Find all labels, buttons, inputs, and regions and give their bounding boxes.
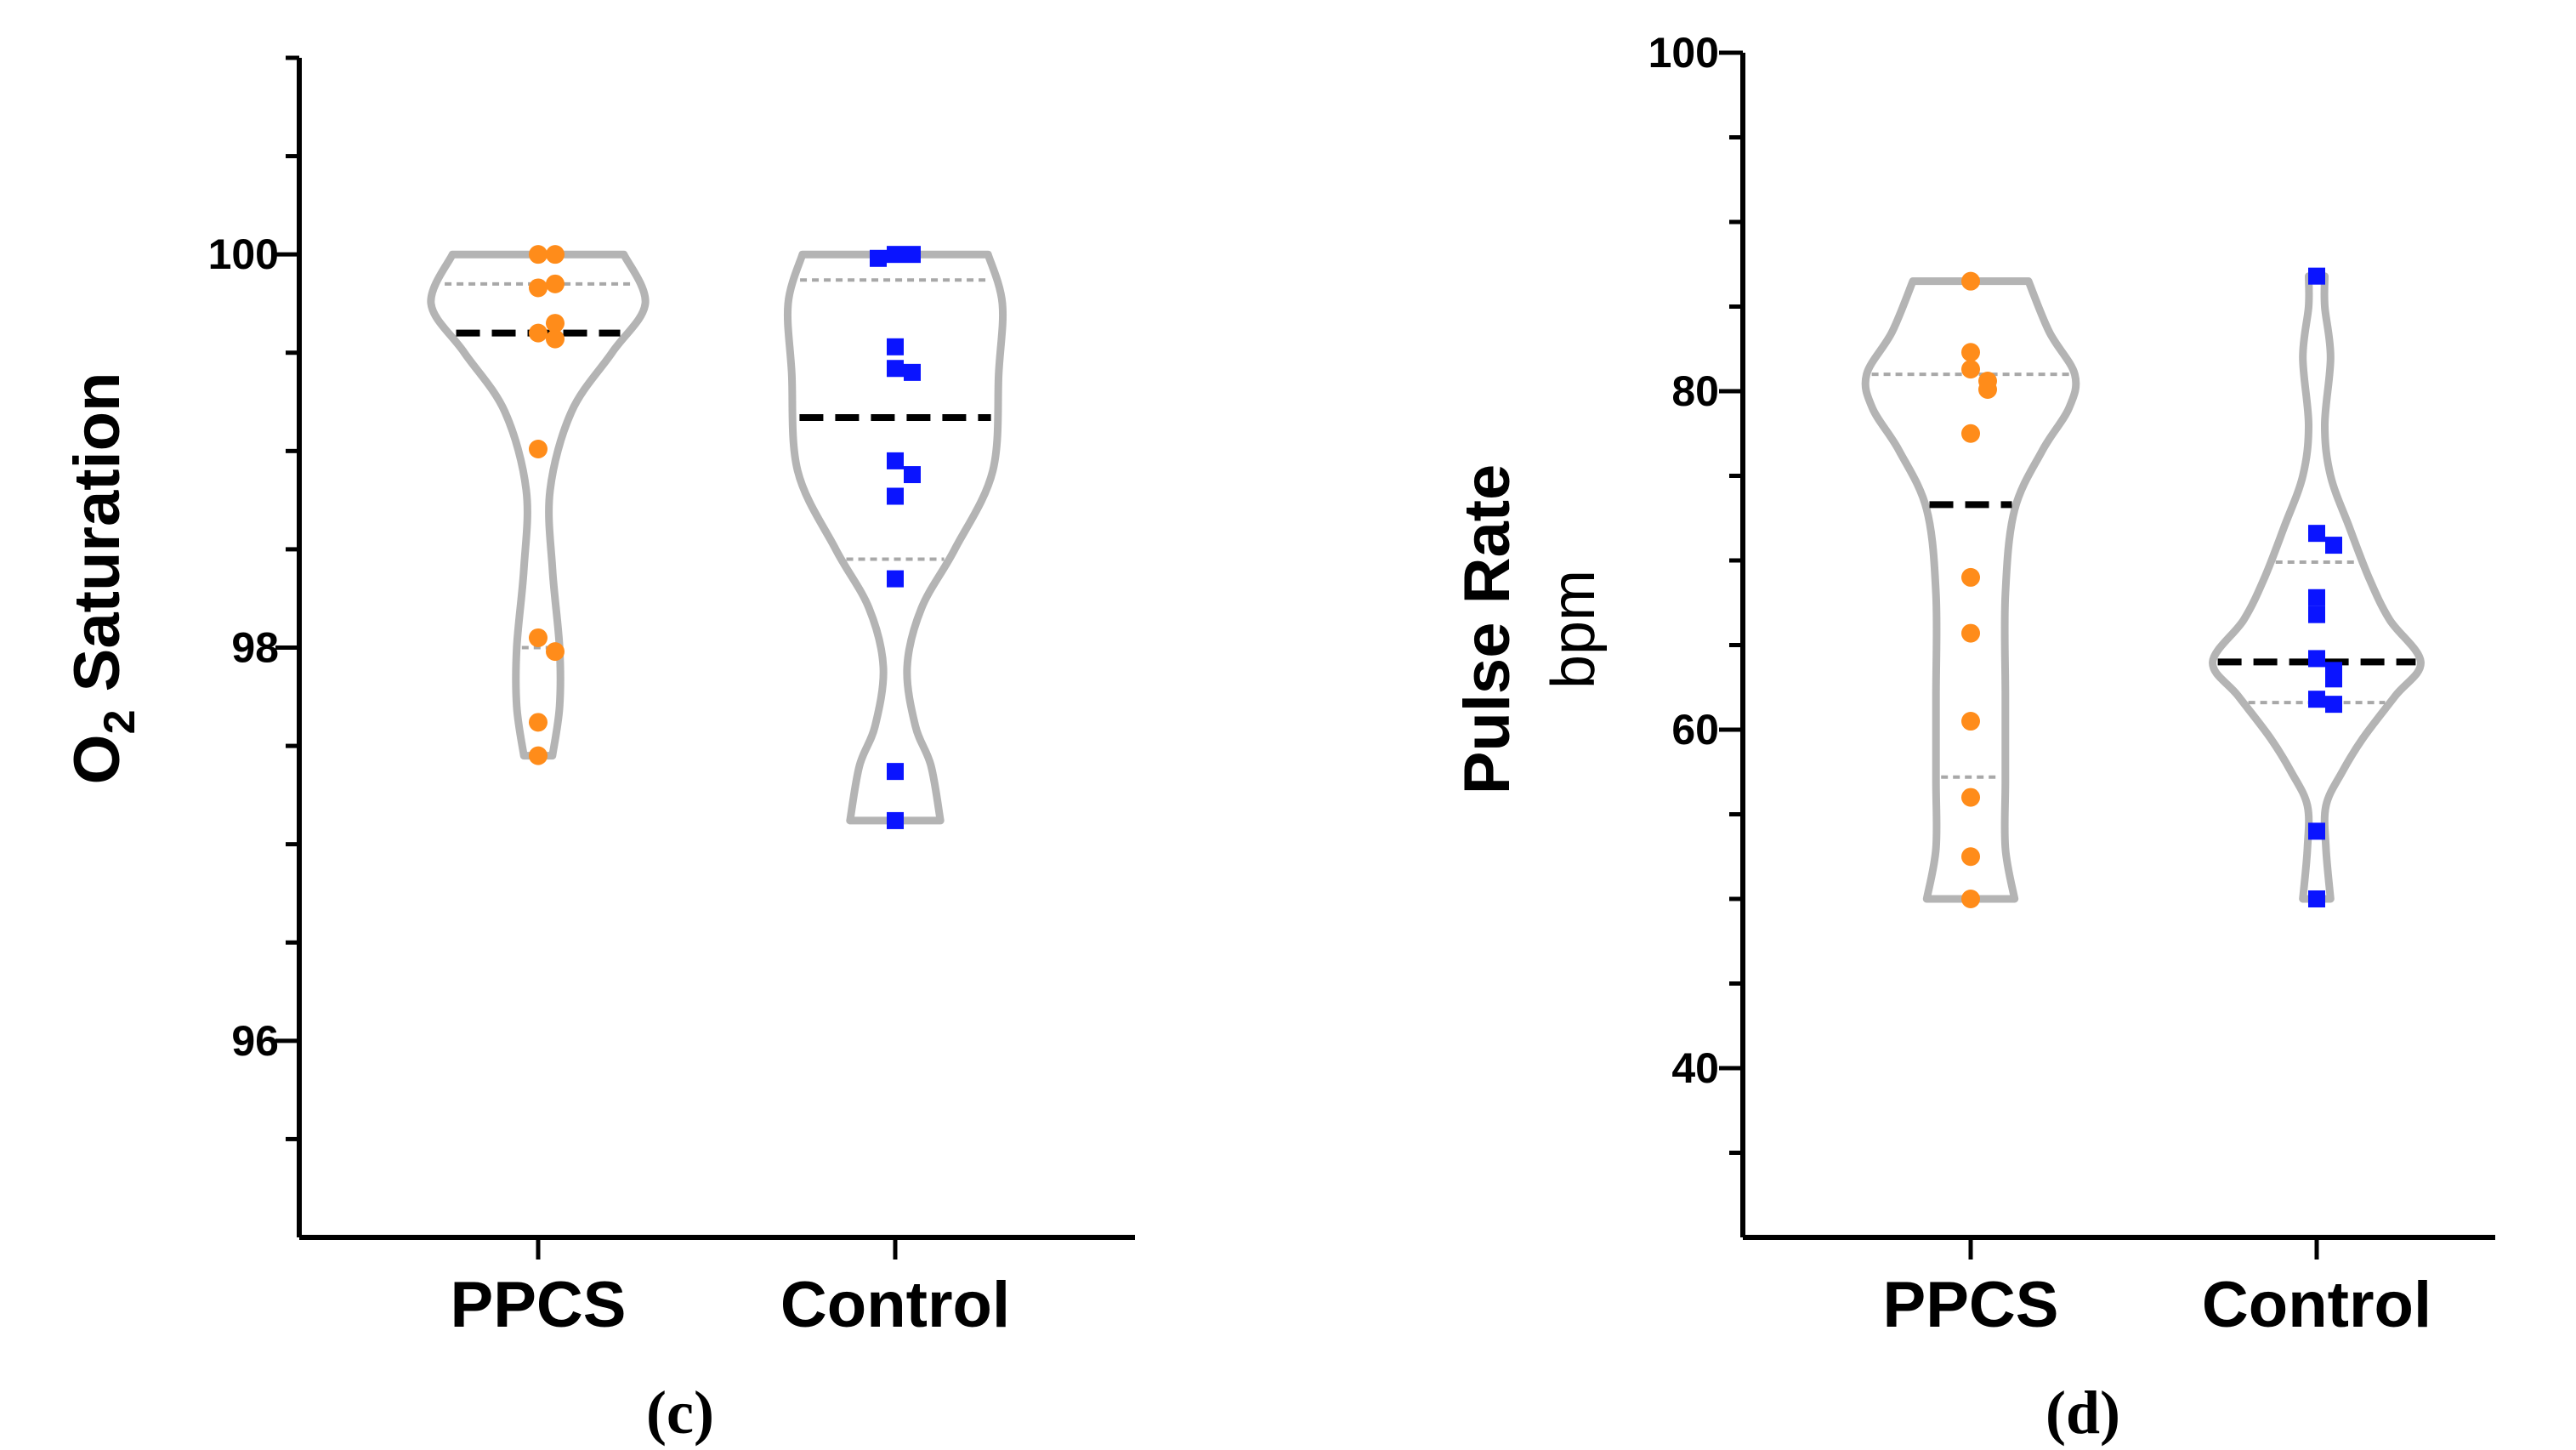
c-control-point xyxy=(887,570,904,588)
c-ppcs-point xyxy=(546,245,565,264)
c-x-category-labels: PPCS Control xyxy=(451,1237,1010,1341)
c-control-point xyxy=(887,360,904,378)
c-y-axis-ticks xyxy=(275,55,299,1141)
c-y-tick-label: 100 xyxy=(208,230,279,278)
d-ppcs-point xyxy=(1961,343,1980,362)
d-ppcs-point xyxy=(1961,360,1980,379)
c-control-point xyxy=(870,249,887,267)
d-violin-ppcs xyxy=(1861,277,2080,903)
c-x-label-control: Control xyxy=(780,1269,1010,1341)
c-ppcs-point xyxy=(546,274,565,293)
d-ppcs-point xyxy=(1961,890,1980,908)
c-ppcs-point xyxy=(529,628,548,647)
c-violin-control xyxy=(783,250,1007,825)
c-y-tick-label: 98 xyxy=(231,624,279,672)
d-violin-control xyxy=(2209,272,2425,903)
d-ppcs-point xyxy=(1961,847,1980,867)
c-control-point xyxy=(887,487,904,505)
c-ppcs-point xyxy=(529,440,548,459)
c-ppcs-point xyxy=(529,323,548,343)
d-ppcs-point xyxy=(1961,567,1980,587)
c-y-tick-labels: 96 98 100 xyxy=(208,230,279,1065)
d-control-point xyxy=(2308,890,2325,907)
c-x-label-ppcs: PPCS xyxy=(451,1269,627,1341)
d-control-point xyxy=(2308,691,2325,708)
d-y-tick-label: 80 xyxy=(1671,367,1719,415)
c-control-point xyxy=(887,811,904,829)
d-x-label-control: Control xyxy=(2202,1269,2431,1341)
c-y-axis-title: O2 Saturation xyxy=(61,372,145,785)
d-ppcs-point xyxy=(1961,424,1980,443)
d-control-point xyxy=(2325,670,2342,688)
d-control-point xyxy=(2308,267,2325,285)
d-control-point xyxy=(2308,525,2325,543)
c-control-point xyxy=(887,246,904,264)
d-plot-area xyxy=(1861,267,2425,908)
c-control-point xyxy=(887,763,904,781)
panel-d-chart: 40 60 80 100 PPCS Control Pulse Rate bpm (d) xyxy=(1451,29,2495,1447)
c-ppcs-point xyxy=(546,642,565,662)
d-control-point xyxy=(2325,696,2342,714)
d-control-point xyxy=(2308,606,2325,623)
c-ppcs-point xyxy=(546,314,565,333)
c-control-point xyxy=(887,338,904,355)
d-y-tick-labels: 40 60 80 100 xyxy=(1648,29,1719,1092)
c-control-point xyxy=(904,466,921,484)
d-y-tick-label: 60 xyxy=(1671,706,1719,753)
d-y-axis-ticks xyxy=(1719,50,1743,1155)
c-y-tick-label: 96 xyxy=(231,1017,279,1065)
d-y-tick-label: 40 xyxy=(1671,1044,1719,1092)
d-ppcs-point xyxy=(1961,788,1980,807)
d-y-tick-label: 100 xyxy=(1648,29,1719,77)
d-panel-label: (d) xyxy=(2045,1379,2120,1447)
d-ppcs-point xyxy=(1961,623,1980,643)
c-panel-label: (c) xyxy=(646,1379,714,1447)
c-control-point xyxy=(904,246,921,264)
d-ppcs-point xyxy=(1961,271,1980,291)
c-control-point xyxy=(904,363,921,381)
d-control-point xyxy=(2308,650,2325,668)
d-y-axis-unit: bpm xyxy=(1540,570,1608,689)
c-plot-area xyxy=(427,245,1007,829)
c-y-title-rest: Saturation xyxy=(61,372,133,710)
d-x-label-ppcs: PPCS xyxy=(1883,1269,2059,1341)
d-ppcs-point xyxy=(1978,380,1997,400)
d-control-point xyxy=(2308,589,2325,606)
d-y-axis-title: Pulse Rate xyxy=(1451,464,1523,795)
d-ppcs-point xyxy=(1961,712,1980,731)
c-ppcs-point xyxy=(529,245,548,264)
c-y-title-o: O xyxy=(61,734,133,784)
d-control-point xyxy=(2325,537,2342,554)
c-y-title-subscript: 2 xyxy=(95,709,145,734)
d-control-point xyxy=(2308,822,2325,840)
c-ppcs-point xyxy=(529,746,548,765)
c-ppcs-point xyxy=(529,713,548,732)
c-violin-ppcs xyxy=(427,250,650,760)
panel-c-chart: 96 98 100 PPCS Control O2 Saturation (c) xyxy=(61,55,1135,1447)
d-x-category-labels: PPCS Control xyxy=(1883,1237,2431,1341)
c-ppcs-point xyxy=(546,329,565,349)
c-control-point xyxy=(887,452,904,469)
c-ppcs-point xyxy=(529,278,548,298)
